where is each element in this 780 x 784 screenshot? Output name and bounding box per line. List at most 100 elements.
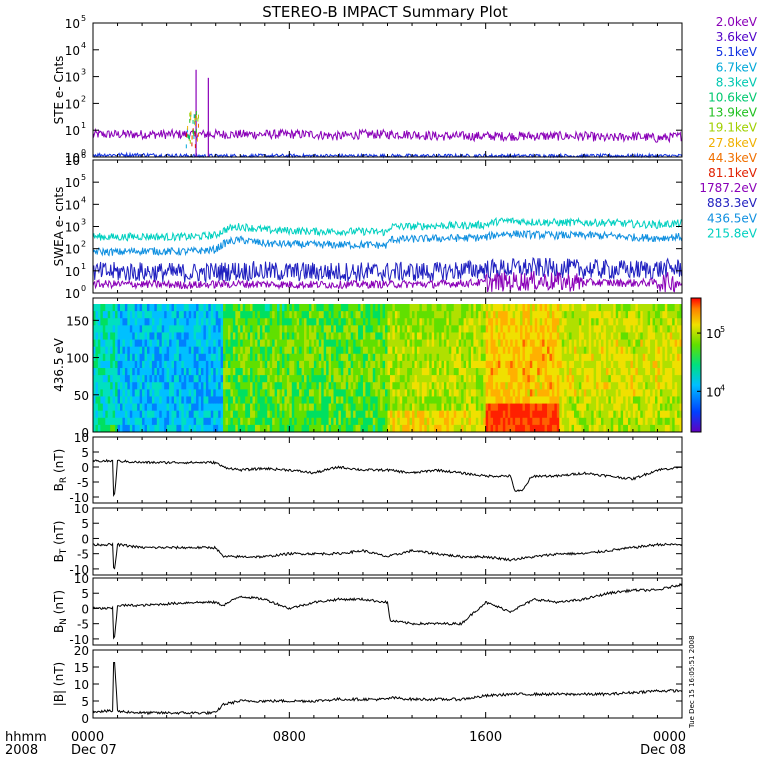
heatmap-cell	[169, 368, 172, 376]
heatmap-cell	[122, 332, 126, 340]
heatmap-cell	[522, 311, 526, 319]
heatmap-cell	[335, 353, 339, 362]
heatmap-cell	[360, 424, 364, 433]
heatmap-cell	[181, 410, 185, 419]
heatmap-cell	[532, 368, 536, 376]
heatmap-cell	[669, 382, 673, 390]
heatmap-cell	[331, 396, 334, 404]
heatmap-cell	[237, 318, 241, 326]
heatmap-cell	[149, 389, 153, 397]
heatmap-cell	[316, 424, 320, 433]
heatmap-cell	[281, 382, 285, 390]
heatmap-cell	[677, 396, 680, 404]
heatmap-cell	[497, 360, 501, 369]
heatmap-cell	[137, 304, 141, 312]
heatmap-cell	[242, 311, 246, 319]
heatmap-cell	[397, 403, 401, 412]
heatmap-cell	[549, 424, 553, 433]
heatmap-cell	[510, 311, 514, 319]
heatmap-cell	[235, 311, 239, 319]
heatmap-cell	[623, 368, 626, 376]
heatmap-cell	[655, 389, 658, 397]
heatmap-cell	[414, 396, 418, 404]
heatmap-cell	[198, 325, 202, 333]
heatmap-cell	[112, 403, 116, 412]
legend-entry: 5.1keV	[716, 45, 758, 59]
heatmap-cell	[598, 346, 602, 355]
heatmap-cell	[284, 424, 288, 433]
heatmap-cell	[129, 353, 133, 362]
heatmap-cell	[237, 375, 241, 383]
heatmap-cell	[593, 375, 597, 383]
heatmap-cell	[542, 360, 545, 369]
heatmap-cell	[470, 346, 474, 355]
heatmap-cell	[225, 360, 229, 369]
heatmap-cell	[620, 382, 624, 390]
heatmap-cell	[198, 339, 202, 348]
heatmap-cell	[296, 389, 300, 397]
heatmap-cell	[574, 368, 577, 376]
heatmap-cell	[385, 339, 388, 348]
heatmap-cell	[252, 410, 256, 419]
heatmap-cell	[475, 353, 479, 362]
heatmap-cell	[394, 417, 398, 426]
heatmap-cell	[355, 304, 359, 312]
heatmap-cell	[583, 353, 587, 362]
heatmap-cell	[441, 332, 445, 340]
heatmap-cell	[112, 304, 116, 312]
heatmap-cell	[650, 368, 653, 376]
heatmap-cell	[166, 368, 170, 376]
heatmap-cell	[220, 389, 224, 397]
heatmap-cell	[480, 368, 484, 376]
heatmap-cell	[208, 396, 212, 404]
heatmap-cell	[247, 403, 251, 412]
heatmap-cell	[345, 410, 349, 419]
heatmap-cell	[178, 325, 182, 333]
heatmap-cell	[200, 424, 204, 433]
heatmap-cell	[301, 424, 305, 433]
heatmap-cell	[677, 311, 680, 319]
heatmap-cell	[350, 332, 354, 340]
heatmap-cell	[294, 375, 298, 383]
heatmap-cell	[662, 424, 666, 433]
heatmap-cell	[281, 325, 285, 333]
heatmap-cell	[439, 311, 442, 319]
heatmap-cell	[551, 424, 555, 433]
heatmap-cell	[308, 396, 312, 404]
heatmap-cell	[139, 382, 143, 390]
heatmap-cell	[331, 304, 334, 312]
heatmap-cell	[674, 353, 678, 362]
heatmap-cell	[95, 360, 99, 369]
heatmap-cell	[362, 332, 366, 340]
heatmap-cell	[301, 368, 305, 376]
heatmap-cell	[421, 332, 425, 340]
heatmap-cell	[247, 325, 251, 333]
heatmap-cell	[485, 332, 489, 340]
heatmap-cell	[677, 360, 680, 369]
heatmap-cell	[250, 382, 253, 390]
heatmap-cell	[650, 396, 653, 404]
heatmap-cell	[220, 353, 224, 362]
heatmap-cell	[365, 410, 369, 419]
heatmap-cell	[603, 346, 607, 355]
heatmap-cell	[178, 332, 182, 340]
heatmap-cell	[507, 346, 511, 355]
heatmap-cell	[110, 403, 114, 412]
heatmap-cell	[139, 325, 143, 333]
heatmap-cell	[252, 403, 256, 412]
heatmap-cell	[220, 360, 224, 369]
heatmap-cell	[291, 417, 295, 426]
heatmap-cell	[262, 318, 266, 326]
heatmap-cell	[316, 346, 320, 355]
heatmap-cell	[171, 417, 175, 426]
heatmap-cell	[640, 368, 644, 376]
heatmap-cell	[458, 410, 462, 419]
heatmap-cell	[291, 403, 295, 412]
heatmap-cell	[176, 410, 180, 419]
heatmap-cell	[524, 410, 528, 419]
heatmap-cell	[124, 353, 128, 362]
heatmap-cell	[640, 311, 644, 319]
heatmap-cell	[117, 318, 121, 326]
heatmap-cell	[235, 396, 239, 404]
heatmap-cell	[591, 311, 595, 319]
